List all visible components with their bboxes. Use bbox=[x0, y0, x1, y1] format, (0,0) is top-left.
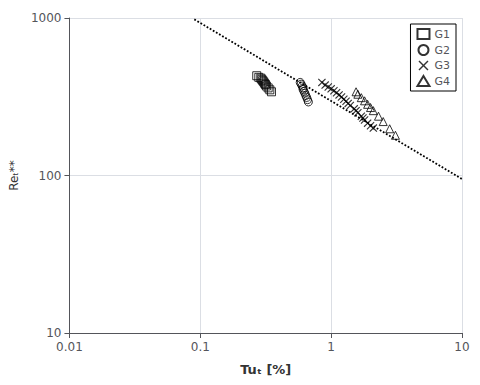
svg-text:1000: 1000 bbox=[31, 11, 62, 25]
svg-text:0.1: 0.1 bbox=[191, 340, 210, 354]
svg-text:Reₜ**: Reₜ** bbox=[7, 160, 21, 191]
svg-text:Tuₜ [%]: Tuₜ [%] bbox=[240, 362, 291, 377]
svg-text:0.01: 0.01 bbox=[56, 340, 83, 354]
svg-text:100: 100 bbox=[39, 169, 62, 183]
svg-text:1: 1 bbox=[327, 340, 335, 354]
svg-text:10: 10 bbox=[46, 326, 61, 340]
svg-text:G1: G1 bbox=[434, 28, 450, 41]
svg-text:10: 10 bbox=[454, 340, 469, 354]
svg-text:G4: G4 bbox=[434, 75, 450, 88]
svg-text:G2: G2 bbox=[434, 44, 450, 57]
svg-text:G3: G3 bbox=[434, 59, 450, 72]
